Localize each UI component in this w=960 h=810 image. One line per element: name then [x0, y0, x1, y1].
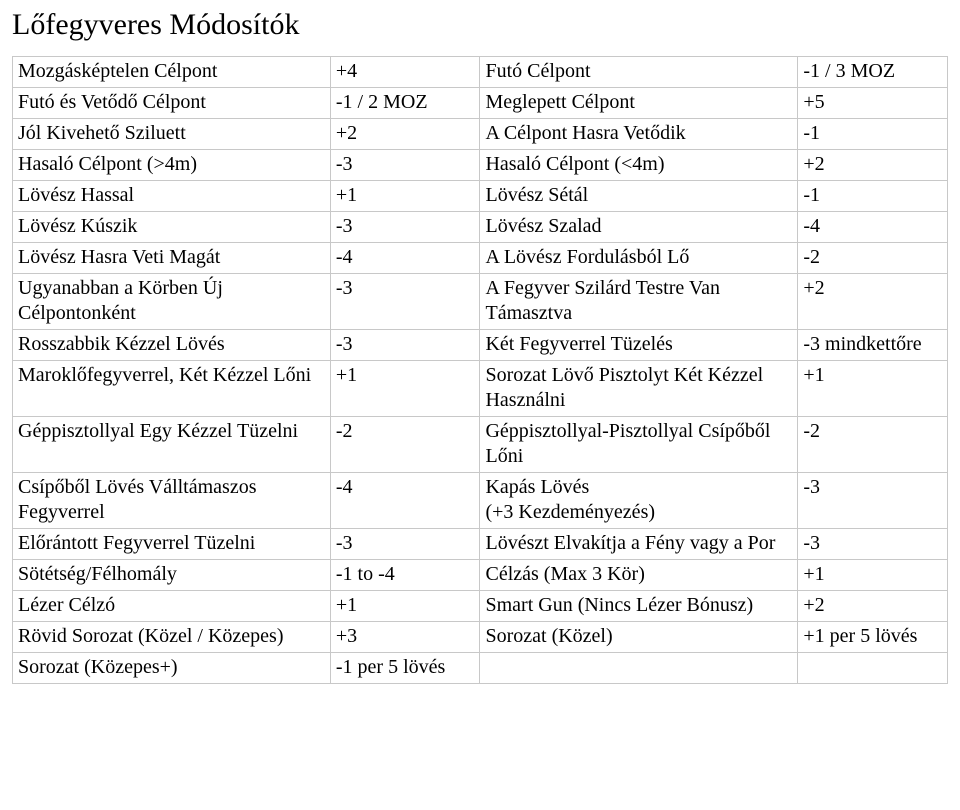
- table-cell: -3: [330, 274, 480, 330]
- table-cell: +2: [798, 591, 948, 622]
- table-cell: +1 per 5 lövés: [798, 622, 948, 653]
- table-row: Sorozat (Közepes+)-1 per 5 lövés: [13, 653, 948, 684]
- table-cell: -1: [798, 181, 948, 212]
- table-cell: -3 mindkettőre: [798, 330, 948, 361]
- table-cell: +2: [798, 150, 948, 181]
- table-cell: -2: [330, 417, 480, 473]
- table-cell: +3: [330, 622, 480, 653]
- table-cell: +2: [798, 274, 948, 330]
- table-cell: Géppisztollyal Egy Kézzel Tüzelni: [13, 417, 331, 473]
- table-cell: +1: [330, 361, 480, 417]
- table-cell: Maroklőfegyverrel, Két Kézzel Lőni: [13, 361, 331, 417]
- table-cell: Futó Célpont: [480, 57, 798, 88]
- table-cell: -1 per 5 lövés: [330, 653, 480, 684]
- table-cell: Lövész Kúszik: [13, 212, 331, 243]
- table-cell: [798, 653, 948, 684]
- table-cell: Csípőből Lövés Válltámaszos Fegyverrel: [13, 473, 331, 529]
- table-row: Géppisztollyal Egy Kézzel Tüzelni-2Géppi…: [13, 417, 948, 473]
- table-cell: Hasaló Célpont (<4m): [480, 150, 798, 181]
- table-cell: Kapás Lövés(+3 Kezdeményezés): [480, 473, 798, 529]
- table-cell: Rosszabbik Kézzel Lövés: [13, 330, 331, 361]
- table-cell: -2: [798, 417, 948, 473]
- table-cell: Lövész Szalad: [480, 212, 798, 243]
- table-cell: Sötétség/Félhomály: [13, 560, 331, 591]
- table-cell: -1 / 3 MOZ: [798, 57, 948, 88]
- table-cell: Lövész Hasra Veti Magát: [13, 243, 331, 274]
- table-cell: -1 / 2 MOZ: [330, 88, 480, 119]
- table-cell: Lövész Sétál: [480, 181, 798, 212]
- table-cell: -3: [330, 330, 480, 361]
- table-cell: A Lövész Fordulásból Lő: [480, 243, 798, 274]
- table-cell: Sorozat (Közepes+): [13, 653, 331, 684]
- table-cell: A Célpont Hasra Vetődik: [480, 119, 798, 150]
- table-cell: Mozgásképtelen Célpont: [13, 57, 331, 88]
- table-cell: A Fegyver Szilárd Testre Van Támasztva: [480, 274, 798, 330]
- table-cell: +1: [330, 591, 480, 622]
- table-row: Jól Kivehető Sziluett+2A Célpont Hasra V…: [13, 119, 948, 150]
- table-cell: +5: [798, 88, 948, 119]
- table-cell: Jól Kivehető Sziluett: [13, 119, 331, 150]
- table-cell: Előrántott Fegyverrel Tüzelni: [13, 529, 331, 560]
- table-cell: -3: [330, 529, 480, 560]
- table-cell: Sorozat (Közel): [480, 622, 798, 653]
- table-row: Lövész Hassal+1Lövész Sétál-1: [13, 181, 948, 212]
- table-cell: -4: [798, 212, 948, 243]
- table-row: Maroklőfegyverrel, Két Kézzel Lőni+1Soro…: [13, 361, 948, 417]
- page-title: Lőfegyveres Módosítók: [12, 8, 948, 42]
- table-row: Rövid Sorozat (Közel / Közepes)+3Sorozat…: [13, 622, 948, 653]
- table-cell: Célzás (Max 3 Kör): [480, 560, 798, 591]
- table-cell: +1: [798, 560, 948, 591]
- table-row: Ugyanabban a Körben Új Célpontonként-3A …: [13, 274, 948, 330]
- table-cell: Futó és Vetődő Célpont: [13, 88, 331, 119]
- table-cell: -1: [798, 119, 948, 150]
- table-cell: Hasaló Célpont (>4m): [13, 150, 331, 181]
- table-row: Sötétség/Félhomály-1 to -4Célzás (Max 3 …: [13, 560, 948, 591]
- table-cell: +4: [330, 57, 480, 88]
- table-cell: Sorozat Lövő Pisztolyt Két Kézzel Haszná…: [480, 361, 798, 417]
- modifiers-table: Mozgásképtelen Célpont+4Futó Célpont-1 /…: [12, 56, 948, 684]
- table-cell: -3: [798, 529, 948, 560]
- table-cell: Lézer Célzó: [13, 591, 331, 622]
- table-cell: -3: [798, 473, 948, 529]
- table-cell: +2: [330, 119, 480, 150]
- table-cell: Két Fegyverrel Tüzelés: [480, 330, 798, 361]
- table-cell: +1: [330, 181, 480, 212]
- table-cell: -2: [798, 243, 948, 274]
- table-row: Mozgásképtelen Célpont+4Futó Célpont-1 /…: [13, 57, 948, 88]
- table-cell: Lövész Hassal: [13, 181, 331, 212]
- table-cell: Lövészt Elvakítja a Fény vagy a Por: [480, 529, 798, 560]
- table-cell: -4: [330, 243, 480, 274]
- table-row: Előrántott Fegyverrel Tüzelni-3Lövészt E…: [13, 529, 948, 560]
- table-cell: Géppisztollyal-Pisztollyal Csípőből Lőni: [480, 417, 798, 473]
- table-row: Futó és Vetődő Célpont-1 / 2 MOZMeglepet…: [13, 88, 948, 119]
- table-cell: [480, 653, 798, 684]
- table-cell: Rövid Sorozat (Közel / Közepes): [13, 622, 331, 653]
- table-cell: +1: [798, 361, 948, 417]
- table-cell: Smart Gun (Nincs Lézer Bónusz): [480, 591, 798, 622]
- table-cell: -3: [330, 150, 480, 181]
- table-row: Lövész Kúszik-3Lövész Szalad-4: [13, 212, 948, 243]
- table-cell: -4: [330, 473, 480, 529]
- table-cell: -3: [330, 212, 480, 243]
- table-row: Csípőből Lövés Válltámaszos Fegyverrel-4…: [13, 473, 948, 529]
- table-row: Lövész Hasra Veti Magát-4A Lövész Fordul…: [13, 243, 948, 274]
- table-cell: -1 to -4: [330, 560, 480, 591]
- table-row: Hasaló Célpont (>4m)-3Hasaló Célpont (<4…: [13, 150, 948, 181]
- table-row: Lézer Célzó+1Smart Gun (Nincs Lézer Bónu…: [13, 591, 948, 622]
- table-row: Rosszabbik Kézzel Lövés-3Két Fegyverrel …: [13, 330, 948, 361]
- table-cell: Ugyanabban a Körben Új Célpontonként: [13, 274, 331, 330]
- table-cell: Meglepett Célpont: [480, 88, 798, 119]
